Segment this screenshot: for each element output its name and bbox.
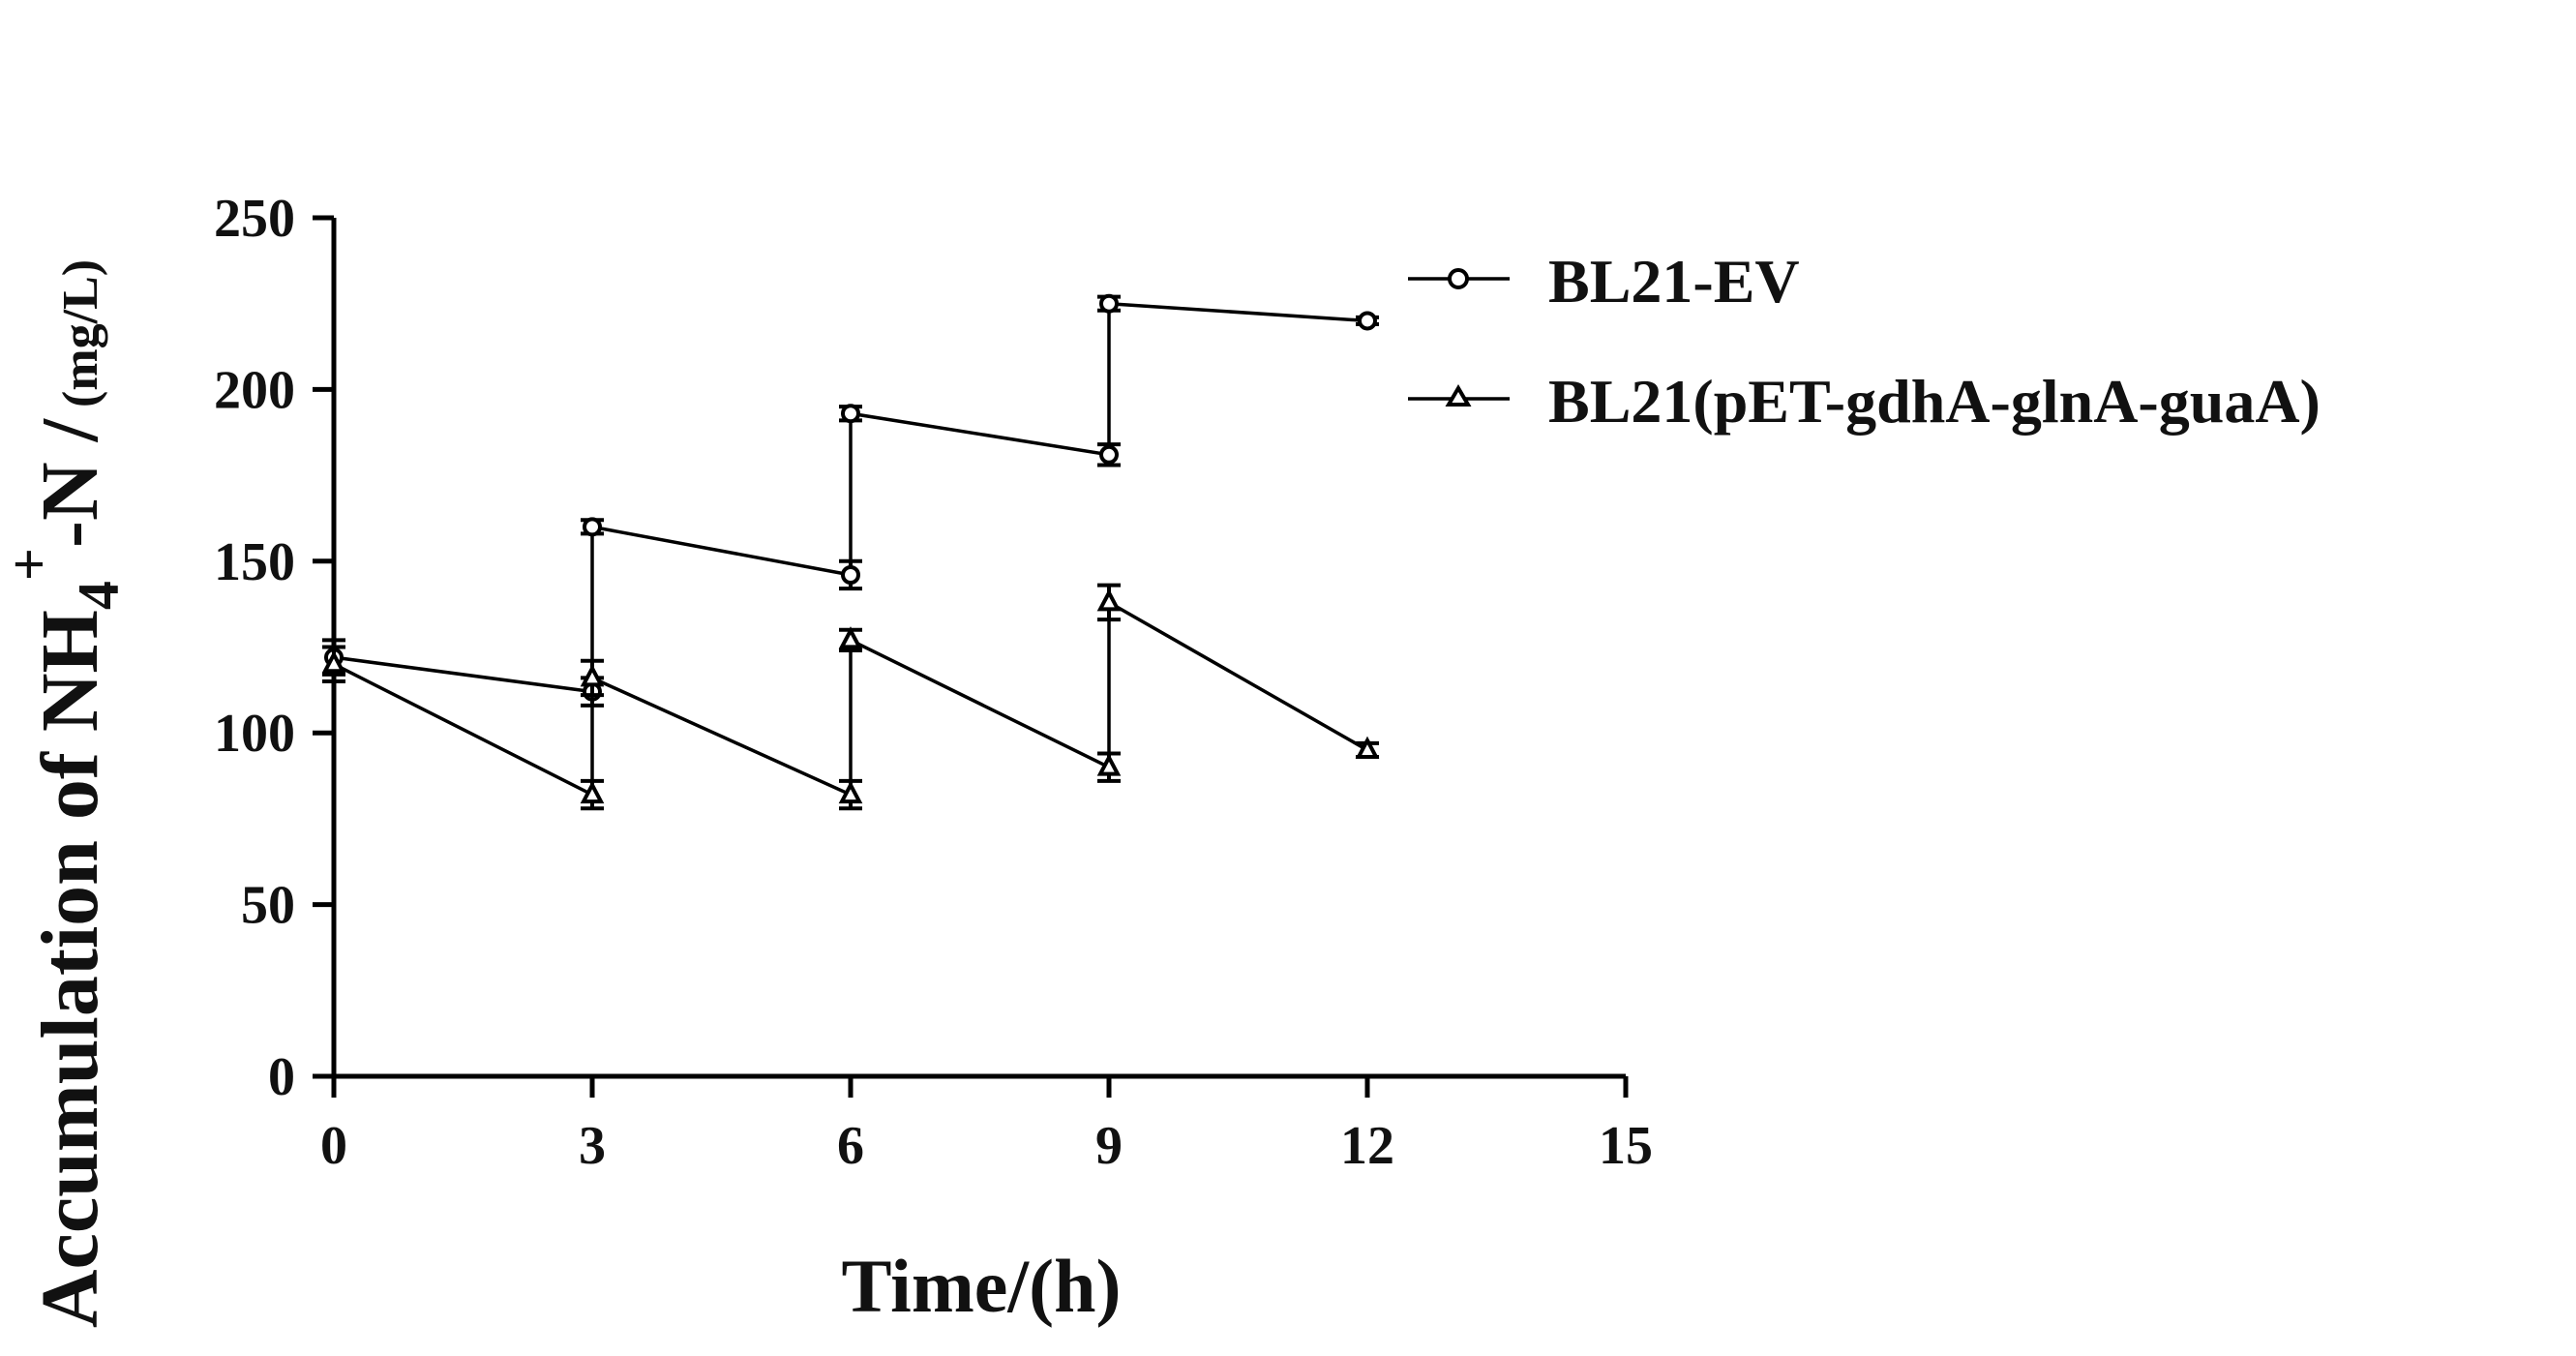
series-line (333, 599, 1368, 798)
data-point-circle (841, 564, 860, 585)
y-tick-label: 100 (214, 704, 295, 764)
x-tick-label: 12 (1340, 1116, 1394, 1176)
x-tick-label: 3 (579, 1116, 606, 1176)
y-axis-title-subscript: 4 (67, 581, 131, 610)
y-axis-title-superscript: + (0, 548, 61, 581)
data-point-circle (1099, 444, 1119, 465)
series-group (321, 293, 1380, 811)
data-point-triangle (321, 649, 346, 674)
x-ticks: 0 3 6 9 12 15 (320, 1076, 1653, 1176)
y-tick-label: 200 (214, 360, 295, 420)
series-ev (322, 293, 1379, 708)
data-point-triangle (838, 626, 863, 649)
y-axis-title-main: Accumulation of NH (25, 610, 115, 1328)
legend-label-engineered: BL21(pET-gdhA-glnA-guaA) (1548, 367, 2321, 436)
data-point-circle (1099, 293, 1119, 314)
data-point-circle (841, 404, 860, 424)
data-point-circle (1358, 311, 1377, 331)
x-tick-label: 15 (1599, 1116, 1653, 1176)
legend-item-ev: BL21-EV (1408, 247, 1800, 316)
data-point-triangle (580, 664, 605, 687)
y-axis-title-unit: (mg/L) (53, 259, 108, 407)
data-point-triangle (580, 780, 605, 804)
y-tick-label: 0 (268, 1047, 295, 1107)
legend-label-ev: BL21-EV (1548, 247, 1800, 316)
data-point-triangle (838, 780, 863, 804)
axes (331, 218, 1626, 1079)
data-point-triangle (1096, 753, 1122, 776)
x-tick-label: 6 (837, 1116, 864, 1176)
svg-text:Accumulation of NH4+-N /(mg/L): Accumulation of NH4+-N / (mg/L) (0, 259, 131, 1328)
y-tick-label: 50 (241, 876, 295, 936)
y-ticks: 0 50 100 150 200 250 (214, 189, 334, 1107)
y-axis-title: Accumulation of NH4+-N / (mg/L) (0, 259, 131, 1328)
data-point-triangle (1355, 736, 1380, 759)
y-tick-label: 150 (214, 532, 295, 592)
legend-marker-circle (1448, 268, 1469, 289)
data-point-circle (583, 517, 602, 537)
legend: BL21-EV BL21(pET-gdhA-glnA-guaA) (1408, 247, 2321, 436)
legend-item-engineered: BL21(pET-gdhA-glnA-guaA) (1408, 367, 2321, 436)
legend-marker-triangle (1445, 384, 1472, 407)
y-tick-label: 250 (214, 189, 295, 249)
x-tick-label: 0 (320, 1116, 347, 1176)
data-point-triangle (1096, 588, 1122, 612)
x-tick-label: 9 (1095, 1116, 1123, 1176)
x-axis-title: Time/(h) (842, 1244, 1122, 1328)
y-axis-title-tail: -N / (25, 417, 115, 548)
series-engineered (321, 583, 1380, 811)
